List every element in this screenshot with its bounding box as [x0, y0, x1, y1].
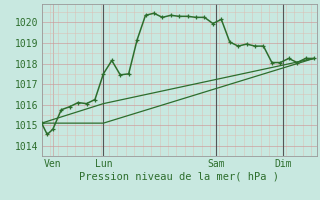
X-axis label: Pression niveau de la mer( hPa ): Pression niveau de la mer( hPa ) [79, 172, 279, 182]
